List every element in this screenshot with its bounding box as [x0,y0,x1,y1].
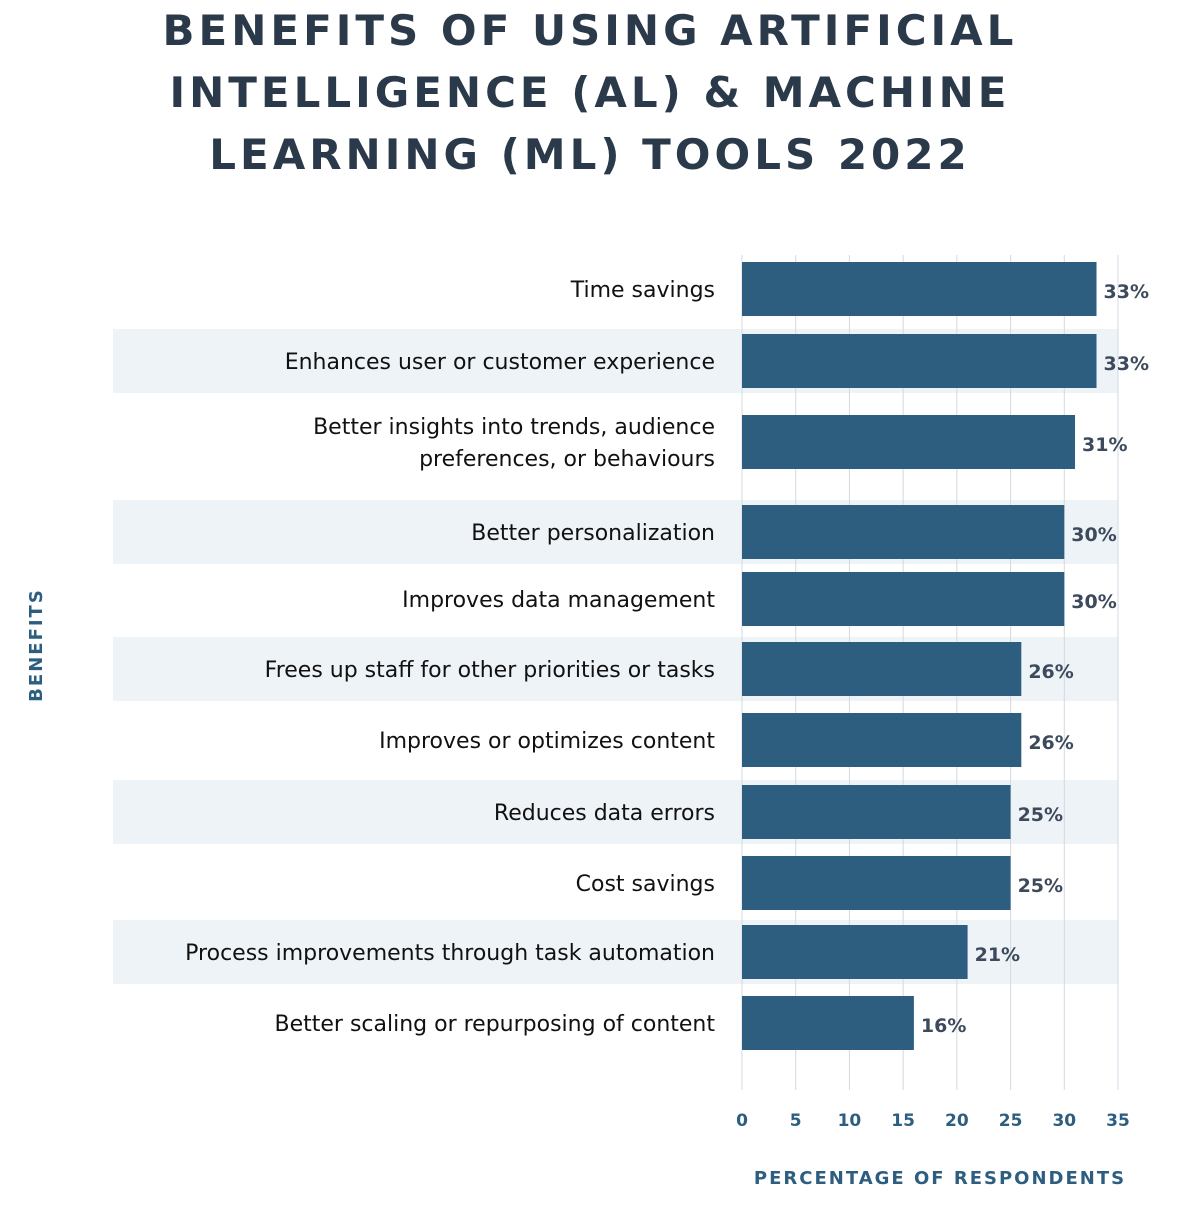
title-line: BENEFITS OF USING ARTIFICIAL [163,6,1018,55]
x-tick-label: 10 [838,1111,862,1131]
x-axis-title: PERCENTAGE OF RESPONDENTS [754,1168,1126,1189]
bar [742,572,1065,626]
title-line: LEARNING (ML) TOOLS 2022 [209,130,970,179]
value-label: 25% [1018,804,1063,826]
category-label: Reduces data errors [494,801,715,826]
chart-title: BENEFITS OF USING ARTIFICIAL INTELLIGENCE… [163,6,1018,179]
value-labels: 33% 33% 31% 30% 30% 26% 26% 25% 25% 21% 16% [921,281,1149,1037]
value-label: 26% [1028,661,1073,683]
bar [742,642,1022,696]
x-tick-label: 0 [736,1111,748,1131]
x-tick-labels: 0 5 10 15 20 25 30 35 [736,1111,1130,1131]
category-label: Improves data management [402,588,715,613]
value-label: 33% [1104,281,1149,303]
x-tick-label: 15 [891,1111,915,1131]
bar [742,713,1022,767]
x-tick-label: 25 [999,1111,1023,1131]
bar [742,925,968,979]
value-label: 30% [1071,591,1116,613]
bar [742,856,1011,910]
value-label: 21% [975,944,1020,966]
value-label: 30% [1071,524,1116,546]
value-label: 16% [921,1015,966,1037]
x-tick-label: 5 [790,1111,802,1131]
bar [742,415,1076,469]
value-label: 33% [1104,353,1149,375]
bar [742,505,1065,559]
bar [742,996,914,1050]
category-label: preferences, or behaviours [419,447,715,472]
bar [742,334,1097,388]
bar [742,262,1097,316]
category-label: Cost savings [576,872,715,897]
category-label: Frees up staff for other priorities or t… [265,658,715,683]
value-label: 26% [1028,732,1073,754]
x-tick-label: 20 [945,1111,969,1131]
value-label: 31% [1082,434,1127,456]
category-label: Better scaling or repurposing of content [275,1012,716,1037]
x-tick-label: 30 [1052,1111,1076,1131]
category-label: Enhances user or customer experience [285,350,715,375]
category-labels: Time savings Enhances user or customer ex… [185,278,715,1037]
category-label: Improves or optimizes content [379,729,715,754]
category-label: Time savings [570,278,715,303]
category-label: Better personalization [471,521,715,546]
value-label: 25% [1018,875,1063,897]
category-label: Better insights into trends, audience [313,415,715,440]
category-label: Process improvements through task automa… [185,941,715,966]
title-line: INTELLIGENCE (AL) & MACHINE [170,68,1011,117]
x-tick-label: 35 [1106,1111,1130,1131]
y-axis-title: BENEFITS [26,588,47,702]
bars [742,262,1097,1050]
bar [742,785,1011,839]
